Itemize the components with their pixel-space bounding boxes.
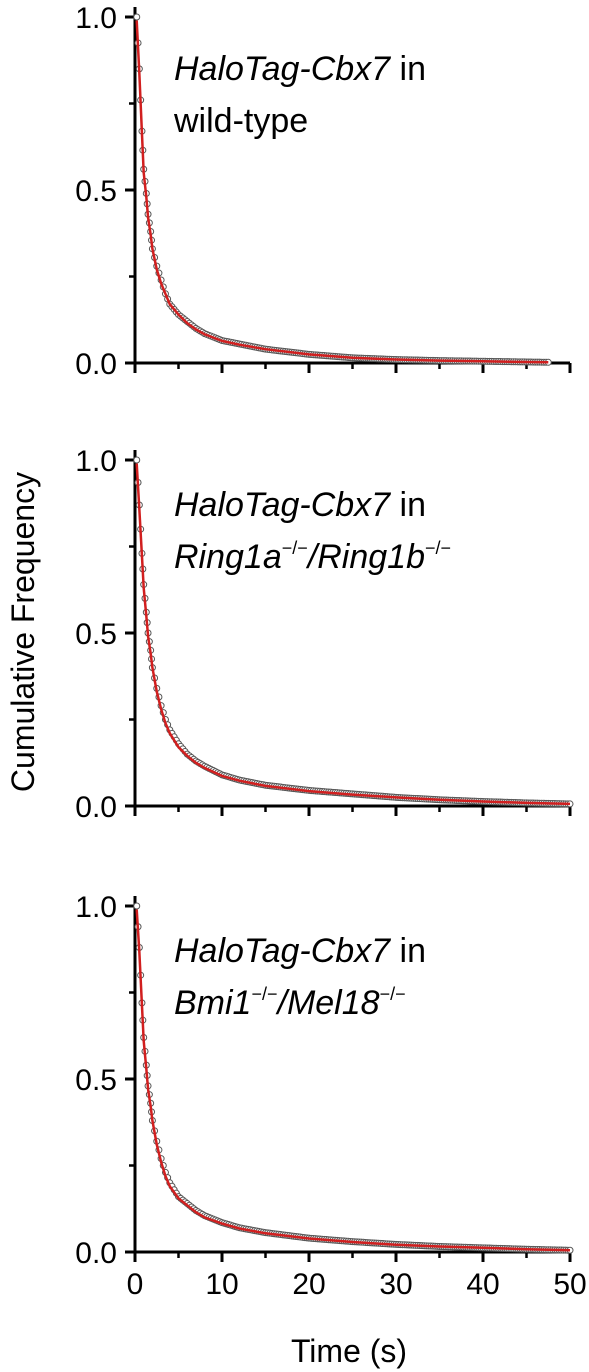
x-tick-label: 20 <box>292 1268 325 1301</box>
annotation-panel-2: HaloTag-Cbx7 in <box>174 486 426 524</box>
x-axis-title: Time (s) <box>291 1333 407 1369</box>
fit-line <box>135 909 571 1252</box>
fit-line <box>135 463 571 806</box>
annotation-2-suffix: in <box>390 486 426 524</box>
y-tick-label: 0.0 <box>75 791 117 824</box>
annotation-panel-1: HaloTag-Cbx7 in <box>174 50 426 88</box>
y-tick-label: 0.0 <box>75 348 117 381</box>
annotation-3-geneA: Bmi1 <box>174 984 251 1022</box>
y-tick-label: 0.5 <box>75 1064 117 1097</box>
data-point <box>133 902 141 910</box>
annotation-panel-3-line2: Bmi1−/−/Mel18−/− <box>174 984 406 1022</box>
x-tick-label: 0 <box>127 1268 144 1301</box>
y-tick-label: 1.0 <box>75 891 117 924</box>
annotation-1-gene: HaloTag-Cbx7 <box>174 50 391 88</box>
y-axis-title: Cumulative Frequency <box>5 472 41 792</box>
y-tick-label: 1.0 <box>75 2 117 35</box>
annotation-2-geneB: /Ring1b <box>306 538 425 576</box>
annotation-2-geneA: Ring1a <box>174 538 282 576</box>
annotation-2-gene: HaloTag-Cbx7 <box>174 486 391 524</box>
panels: 0.0 0.5 1.0 0.0 0.5 1.0 0.0 0.5 1.0 0 10 20 30 40 50 <box>75 2 586 1301</box>
x-tick-label: 50 <box>553 1268 586 1301</box>
x-tick-label: 40 <box>466 1268 499 1301</box>
data-point <box>133 13 141 21</box>
annotation-3-suffix: in <box>390 932 426 970</box>
y-tick-label: 0.5 <box>75 618 117 651</box>
y-tick-label: 0.0 <box>75 1237 117 1270</box>
y-tick-label: 1.0 <box>75 445 117 478</box>
x-tick-label: 30 <box>379 1268 412 1301</box>
annotation-1-suffix: in <box>390 50 426 88</box>
fit-line <box>135 20 549 364</box>
data-point <box>133 456 141 464</box>
y-tick-label: 0.5 <box>75 175 117 208</box>
annotation-3-geneB: /Mel18 <box>276 984 380 1022</box>
x-tick-label: 10 <box>205 1268 238 1301</box>
annotation-panel-2-line2: Ring1a−/−/Ring1b−/− <box>174 538 451 576</box>
annotation-panel-3: HaloTag-Cbx7 in <box>174 932 426 970</box>
annotation-panel-1-line2: wild-type <box>173 102 308 140</box>
annotation-3-gene: HaloTag-Cbx7 <box>174 932 391 970</box>
